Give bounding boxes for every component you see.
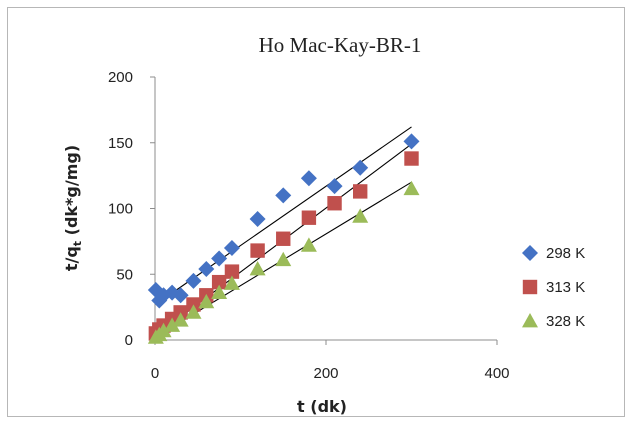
data-point	[326, 178, 343, 195]
data-point	[300, 170, 317, 187]
data-point	[211, 284, 228, 300]
legend-label: 313 K	[546, 279, 585, 296]
data-point	[403, 180, 420, 196]
y-axis-label-rest: (dk*g/mg)	[62, 145, 81, 241]
data-point	[276, 231, 291, 246]
data-point	[224, 264, 240, 279]
legend-marker	[522, 313, 538, 328]
data-point	[211, 274, 227, 290]
chart-title: Ho Mac-Kay-BR-1	[259, 33, 422, 57]
trendline	[158, 126, 412, 303]
data-point	[155, 322, 172, 338]
y-axis-label: t/qt (dk*g/mg)	[62, 145, 84, 271]
y-tick-label: 50	[116, 266, 133, 283]
data-point	[352, 208, 369, 223]
data-point	[172, 312, 189, 327]
data-point	[172, 287, 189, 304]
data-point	[211, 250, 228, 267]
x-axis-label: t (dk)	[297, 397, 347, 416]
data-point	[353, 184, 368, 199]
data-point	[300, 237, 317, 252]
legend-marker	[522, 245, 538, 261]
legend-label: 328 K	[546, 313, 585, 330]
legend-label: 298 K	[546, 245, 585, 262]
y-axis-label-sub: t	[71, 241, 84, 246]
data-point	[223, 239, 240, 256]
data-point	[198, 260, 215, 277]
data-point	[301, 210, 317, 225]
y-tick-label: 200	[108, 69, 133, 86]
data-point	[275, 251, 292, 267]
data-point	[185, 304, 202, 319]
data-point	[249, 211, 266, 228]
y-axis-label-main: t/q	[62, 246, 81, 271]
data-point	[185, 272, 202, 289]
data-point	[327, 196, 342, 211]
data-point	[223, 275, 240, 290]
data-point	[250, 243, 265, 258]
data-point	[249, 260, 266, 276]
data-point	[275, 187, 292, 204]
x-tick-label: 400	[484, 365, 509, 382]
y-tick-label: 0	[125, 332, 133, 349]
x-tick-label: 0	[151, 365, 159, 382]
y-tick-label: 100	[108, 201, 133, 218]
y-tick-label: 150	[108, 135, 133, 152]
data-point	[403, 133, 420, 150]
legend: 298 K 313 K 328 K	[522, 245, 585, 330]
data-points	[147, 133, 420, 344]
legend-marker	[522, 279, 538, 295]
data-point	[164, 317, 181, 332]
data-point	[198, 293, 215, 309]
data-point	[404, 151, 419, 166]
data-point	[352, 159, 369, 176]
x-tick-label: 200	[313, 365, 338, 382]
